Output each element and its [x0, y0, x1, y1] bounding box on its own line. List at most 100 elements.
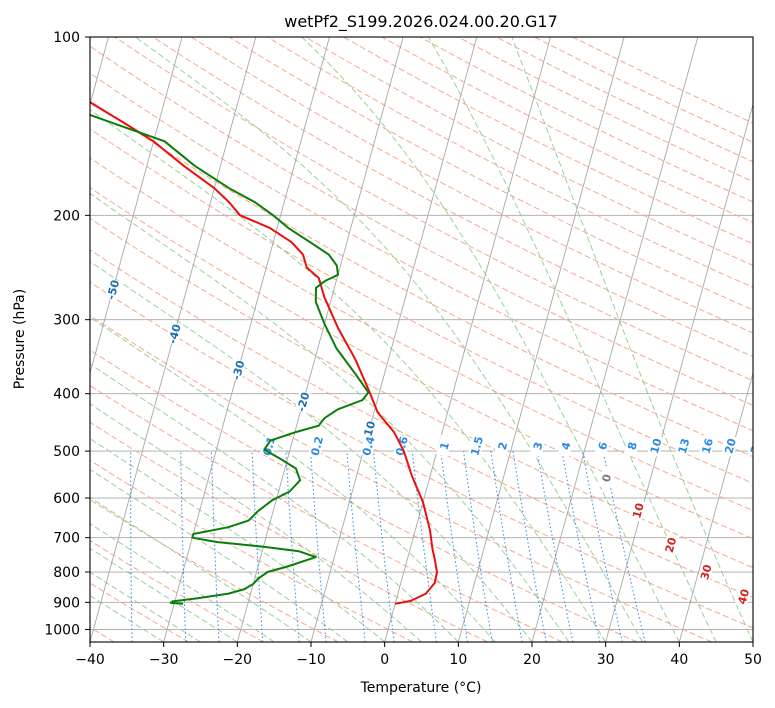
y-tick-label: 700	[53, 531, 80, 547]
mixing-ratio-label: 3	[531, 441, 546, 452]
mixing-ratio-label-bg	[435, 434, 453, 458]
moist-adiabat	[135, 37, 643, 642]
isotherm	[531, 37, 699, 642]
dry-adiabat	[190, 37, 753, 334]
mixing-ratio-label-bg	[747, 434, 753, 458]
x-tick-label: 10	[449, 652, 467, 668]
moist-adiabat	[90, 403, 422, 642]
mixing-ratio-line	[373, 451, 395, 642]
dry-adiabat	[90, 281, 753, 629]
mixing-ratio-label-bg	[698, 434, 716, 458]
moist-adiabat	[90, 468, 349, 642]
x-tick-label: 20	[523, 652, 541, 668]
x-tick-label: −10	[296, 652, 326, 668]
moist-adiabat	[90, 193, 570, 642]
x-tick-label: −30	[149, 652, 179, 668]
mixing-ratio-label-bg	[721, 434, 739, 458]
mixing-ratio-label-bg	[529, 434, 547, 458]
moist-adiabat	[511, 37, 753, 642]
moist-adiabat	[90, 437, 386, 642]
mixing-ratio-label: 1.5	[468, 435, 486, 457]
y-tick-label: 1000	[44, 622, 80, 638]
isotherm-label: -40	[166, 322, 184, 345]
x-tick-label: −40	[75, 652, 105, 668]
mixing-ratio-label-bg	[675, 434, 693, 458]
dry-adiabat	[90, 582, 190, 642]
isotherm	[384, 37, 551, 642]
moist-adiabat-label-bg	[629, 499, 647, 522]
dry-adiabat	[90, 314, 712, 642]
mixing-ratio-label: 1	[437, 441, 452, 452]
dry-adiabat	[90, 157, 753, 512]
mixing-ratio-label: 4	[559, 440, 574, 451]
mixing-ratio-line	[411, 451, 437, 642]
isotherm	[605, 102, 753, 642]
mixing-ratio-line	[346, 451, 366, 642]
isotherm-label-bg	[360, 419, 378, 442]
y-tick-label: 400	[53, 387, 80, 403]
mixing-ratio-label: 6	[596, 440, 611, 451]
isotherm-label-bg	[166, 322, 183, 346]
moist-adiabat	[301, 37, 680, 642]
isotherm-label: -30	[230, 359, 248, 382]
mixing-ratio-label: 8	[625, 441, 640, 452]
mixing-ratio-label-bg	[557, 434, 575, 458]
isotherm	[457, 37, 625, 642]
y-tick-label: 600	[53, 491, 80, 507]
mixing-ratio-label: 16	[699, 437, 716, 456]
y-tick-label: 300	[53, 313, 80, 329]
isotherm-label: -20	[295, 390, 313, 413]
x-tick-label: 40	[670, 652, 688, 668]
plot-frame	[89, 36, 754, 643]
mixing-ratio-label-bg	[468, 434, 486, 458]
moist-adiabat-label: 10	[630, 501, 647, 520]
chart-title: wetPf2_S199.2026.024.00.20.G17	[284, 12, 558, 32]
dry-adiabat	[90, 100, 753, 458]
y-tick-label: 100	[53, 30, 80, 46]
mixing-ratio-line	[310, 451, 327, 642]
mixing-ratio-line	[561, 451, 601, 642]
x-tick-label: 50	[744, 652, 762, 668]
isotherm-label-bg	[294, 390, 312, 414]
mixing-ratio-label: 10	[648, 437, 665, 456]
mixing-ratio-label: 0.2	[308, 435, 326, 457]
mixing-ratio-label: 2	[496, 441, 511, 452]
moist-adiabat-label-bg	[697, 560, 715, 584]
mixing-ratio-label: 0.4	[360, 435, 378, 458]
moist-adiabat-label-bg	[597, 466, 615, 490]
temperature-profile	[90, 100, 438, 605]
mixing-ratio-line	[463, 451, 493, 642]
moist-adiabat	[90, 522, 275, 642]
dry-adiabat	[152, 37, 753, 358]
mixing-ratio-label-bg	[308, 434, 326, 458]
x-tick-label: 0	[380, 652, 389, 668]
moist-adiabat-label: 40	[736, 587, 753, 606]
isotherm	[678, 371, 753, 642]
line-labels: -100-90-80-70-60-50-40-30-20-100.10.20.4…	[104, 278, 765, 608]
dry-adiabat	[90, 249, 753, 598]
mixing-ratio-label-bg	[494, 434, 511, 458]
mixing-ratio-line	[440, 451, 468, 642]
mixing-ratio-label: 20	[722, 437, 739, 456]
x-axis-label: Temperature (°C)	[360, 680, 482, 696]
dry-adiabat	[90, 45, 753, 406]
mixing-ratio-label: 25	[748, 437, 765, 455]
profile-series	[90, 100, 438, 605]
moist-adiabat-label: 30	[698, 563, 715, 582]
dry-adiabat	[90, 187, 753, 540]
mixing-ratio-line	[602, 451, 646, 642]
isotherm	[310, 37, 478, 642]
isotherm-label-bg	[104, 278, 122, 301]
dry-adiabat	[90, 349, 638, 642]
y-tick-label: 500	[53, 444, 80, 460]
moist-adiabat-label: 0	[600, 472, 615, 483]
y-tick-label: 800	[53, 565, 80, 581]
mixing-ratio-line	[536, 451, 574, 642]
x-tick-label: −20	[223, 652, 253, 668]
moist-adiabat-label-bg	[662, 533, 680, 557]
moist-adiabat	[90, 316, 496, 642]
mixing-ratio-label-bg	[359, 434, 377, 458]
moist-adiabat	[427, 37, 717, 642]
mixing-ratio-label-bg	[647, 434, 665, 458]
dewpoint-profile	[90, 113, 370, 605]
